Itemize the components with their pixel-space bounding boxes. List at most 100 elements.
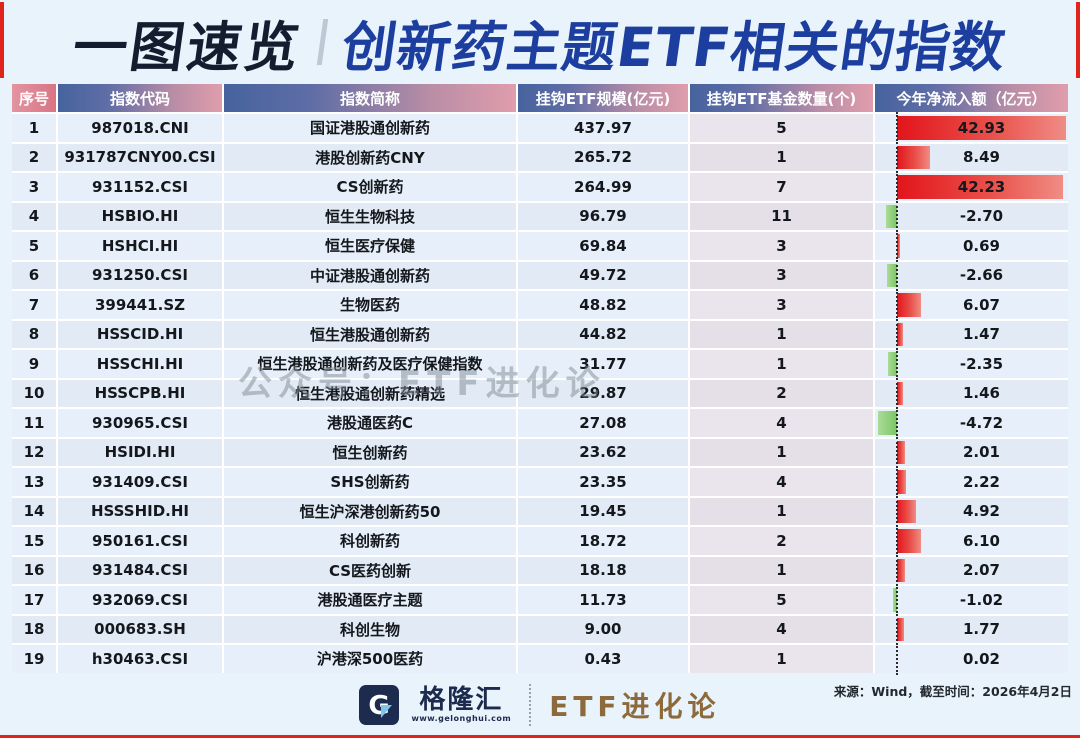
net-inflow-cell: 2.01 bbox=[875, 436, 1068, 468]
fund-count-cell: 3 bbox=[690, 232, 873, 260]
header-net-inflow: 今年净流入额（亿元） bbox=[875, 84, 1068, 112]
etf-scale-cell: 11.73 bbox=[518, 586, 688, 614]
net-inflow-bar bbox=[897, 499, 917, 523]
index-code-cell: HSSCHI.HI bbox=[58, 350, 222, 378]
bar-baseline bbox=[896, 643, 898, 675]
net-inflow-value: -2.66 bbox=[959, 266, 1004, 285]
etf-scale-cell: 44.82 bbox=[518, 320, 688, 348]
net-inflow-bar bbox=[897, 116, 1066, 140]
row-number-cell: 9 bbox=[12, 350, 56, 378]
net-inflow-cell: 6.10 bbox=[875, 525, 1068, 557]
net-inflow-bar bbox=[897, 617, 904, 641]
net-inflow-cell: -2.66 bbox=[875, 259, 1068, 291]
index-name-cell: 恒生港股通创新药精选 bbox=[224, 379, 516, 407]
etf-scale-cell: 69.84 bbox=[518, 232, 688, 260]
fund-count-cell: 1 bbox=[690, 320, 873, 348]
etf-scale-cell: 18.18 bbox=[518, 556, 688, 584]
net-inflow-bar bbox=[897, 558, 906, 582]
net-inflow-value: 2.22 bbox=[962, 472, 1000, 491]
bar-baseline bbox=[896, 584, 898, 616]
bar-baseline bbox=[896, 525, 898, 557]
bar-baseline bbox=[896, 259, 898, 291]
net-inflow-bar bbox=[897, 440, 905, 464]
row-number-cell: 6 bbox=[12, 261, 56, 289]
bar-baseline bbox=[896, 407, 898, 439]
footer-divider bbox=[529, 684, 532, 726]
net-inflow-bar bbox=[897, 145, 931, 169]
net-inflow-value: 2.07 bbox=[962, 561, 1000, 580]
source-note: 来源：Wind，截至时间：2026年4月2日 bbox=[833, 684, 1072, 699]
net-inflow-bar bbox=[897, 470, 906, 494]
row-number-cell: 11 bbox=[12, 409, 56, 437]
row-number-cell: 4 bbox=[12, 202, 56, 230]
bar-baseline bbox=[896, 436, 898, 468]
index-code-cell: 399441.SZ bbox=[58, 291, 222, 319]
index-name-cell: 中证港股通创新药 bbox=[224, 261, 516, 289]
gelonghui-logo-icon: G bbox=[359, 685, 400, 725]
row-number-cell: 15 bbox=[12, 527, 56, 555]
net-inflow-value: 2.01 bbox=[962, 443, 1000, 462]
row-number-cell: 19 bbox=[12, 645, 56, 673]
etf-scale-cell: 96.79 bbox=[518, 202, 688, 230]
net-inflow-cell: 0.02 bbox=[875, 643, 1068, 675]
fund-count-cell: 1 bbox=[690, 556, 873, 584]
net-inflow-bar bbox=[878, 411, 897, 435]
net-inflow-bar bbox=[897, 322, 903, 346]
title-highlight: 一图速览 bbox=[68, 15, 306, 79]
net-inflow-cell: 6.07 bbox=[875, 289, 1068, 321]
net-inflow-value: 6.07 bbox=[962, 295, 1000, 314]
index-code-cell: HSIDI.HI bbox=[58, 438, 222, 466]
net-inflow-cell: 0.69 bbox=[875, 230, 1068, 262]
fund-count-cell: 3 bbox=[690, 261, 873, 289]
net-inflow-cell: 1.47 bbox=[875, 318, 1068, 350]
bar-baseline bbox=[896, 230, 898, 262]
index-code-cell: 931250.CSI bbox=[58, 261, 222, 289]
etf-scale-cell: 437.97 bbox=[518, 114, 688, 142]
brand-url: www.gelonghui.com bbox=[411, 714, 512, 723]
index-code-cell: 931409.CSI bbox=[58, 468, 222, 496]
net-inflow-cell: 42.23 bbox=[875, 171, 1068, 203]
etf-scale-cell: 264.99 bbox=[518, 173, 688, 201]
net-inflow-cell: -1.02 bbox=[875, 584, 1068, 616]
net-inflow-bar bbox=[897, 234, 900, 258]
row-number-cell: 12 bbox=[12, 438, 56, 466]
fund-count-cell: 2 bbox=[690, 379, 873, 407]
net-inflow-cell: 1.77 bbox=[875, 613, 1068, 645]
row-number-cell: 17 bbox=[12, 586, 56, 614]
bar-baseline bbox=[896, 318, 898, 350]
fund-count-cell: 3 bbox=[690, 291, 873, 319]
net-inflow-cell: 2.07 bbox=[875, 554, 1068, 586]
index-name-cell: 国证港股通创新药 bbox=[224, 114, 516, 142]
net-inflow-value: 42.23 bbox=[957, 177, 1006, 196]
index-name-cell: CS医药创新 bbox=[224, 556, 516, 584]
bar-baseline bbox=[896, 554, 898, 586]
etf-scale-cell: 29.87 bbox=[518, 379, 688, 407]
index-name-cell: 沪港深500医药 bbox=[224, 645, 516, 673]
net-inflow-value: 42.93 bbox=[957, 118, 1006, 137]
net-inflow-value: 1.46 bbox=[962, 384, 1000, 403]
fund-count-cell: 1 bbox=[690, 438, 873, 466]
index-code-cell: HSBIO.HI bbox=[58, 202, 222, 230]
row-number-cell: 7 bbox=[12, 291, 56, 319]
net-inflow-value: -2.35 bbox=[959, 354, 1004, 373]
row-number-cell: 16 bbox=[12, 556, 56, 584]
bar-baseline bbox=[896, 348, 898, 380]
fund-count-cell: 4 bbox=[690, 409, 873, 437]
fund-count-cell: 11 bbox=[690, 202, 873, 230]
footer: G 格隆汇 www.gelonghui.com ETF进化论 bbox=[0, 684, 1080, 726]
bar-baseline bbox=[896, 613, 898, 645]
net-inflow-bar bbox=[897, 175, 1063, 199]
index-name-cell: 恒生医疗保健 bbox=[224, 232, 516, 260]
row-number-cell: 8 bbox=[12, 320, 56, 348]
net-inflow-value: 8.49 bbox=[962, 148, 1000, 167]
bar-baseline bbox=[896, 200, 898, 232]
fund-count-cell: 2 bbox=[690, 527, 873, 555]
net-inflow-value: 6.10 bbox=[962, 531, 1000, 550]
index-code-cell: 931787CNY00.CSI bbox=[58, 143, 222, 171]
index-code-cell: HSSCPB.HI bbox=[58, 379, 222, 407]
fund-count-cell: 1 bbox=[690, 645, 873, 673]
index-name-cell: 港股通医药C bbox=[224, 409, 516, 437]
net-inflow-value: 4.92 bbox=[962, 502, 1000, 521]
index-name-cell: SHS创新药 bbox=[224, 468, 516, 496]
etf-scale-cell: 23.35 bbox=[518, 468, 688, 496]
